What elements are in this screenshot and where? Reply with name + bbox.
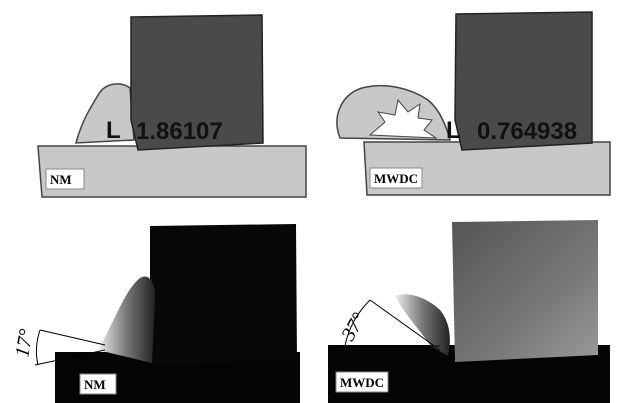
measure-value: 0.764938 [477, 118, 577, 145]
panel-nm-bottom: 17° NM [11, 224, 300, 403]
chip [395, 294, 450, 356]
tool [452, 220, 598, 362]
tool [130, 14, 264, 151]
angle-line [39, 329, 106, 346]
material-label: NM [84, 377, 106, 392]
panel-mwdc-top: L 0.764938 MWDC [336, 11, 611, 196]
angle-line [369, 299, 441, 351]
angle-arc [344, 299, 371, 347]
label-box [335, 371, 389, 393]
measure-symbol: L [446, 117, 461, 144]
label-box [369, 167, 423, 189]
tool [150, 224, 297, 365]
material-label: NM [50, 172, 72, 187]
panel-mwdc-bottom: 37° MWDC [328, 220, 610, 403]
tool [454, 11, 593, 151]
angle-label: 37° [337, 309, 371, 345]
chip-cavity [368, 98, 438, 139]
measure-value: 1.86107 [136, 118, 223, 145]
angle-label: 17° [11, 327, 38, 358]
material-label: MWDC [340, 375, 384, 390]
angle-arc [35, 329, 41, 366]
label-box [79, 373, 117, 395]
angle-line [34, 349, 106, 366]
material-label: MWDC [374, 171, 418, 186]
measure-symbol: L [106, 117, 121, 144]
label-box [45, 168, 85, 190]
panel-nm-top: L 1.86107 NM [37, 14, 307, 198]
chip [75, 83, 135, 144]
chip [98, 276, 156, 363]
